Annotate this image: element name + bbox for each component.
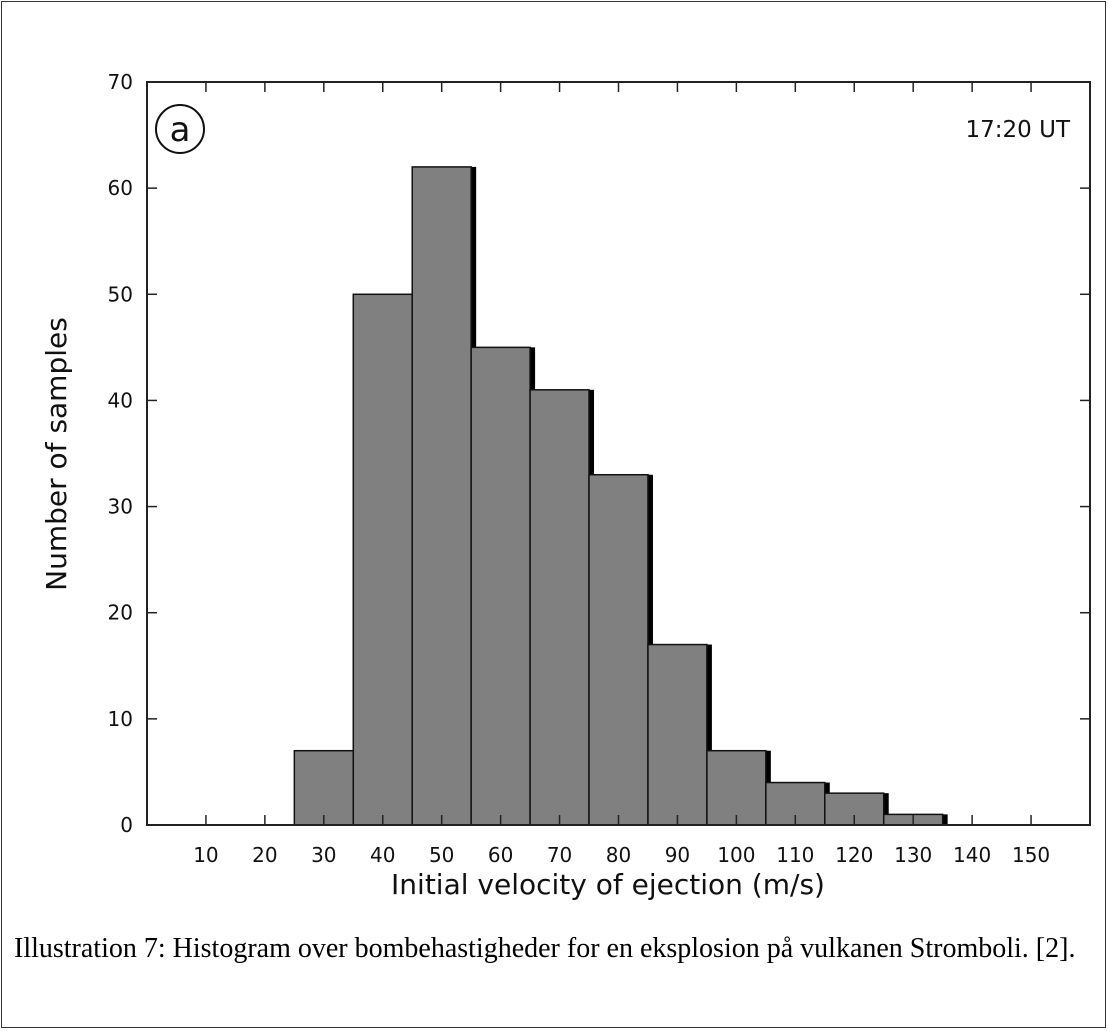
x-tick-label: 50 bbox=[429, 843, 454, 867]
time-annotation: 17:20 UT bbox=[966, 117, 1071, 143]
y-tick-label: 50 bbox=[108, 282, 133, 306]
x-tick-label: 40 bbox=[370, 843, 395, 867]
x-tick-label: 140 bbox=[953, 843, 991, 867]
x-tick-label: 20 bbox=[252, 843, 277, 867]
histogram-bar bbox=[293, 749, 355, 826]
y-tick-label: 70 bbox=[108, 70, 133, 94]
x-tick-label: 100 bbox=[717, 843, 755, 867]
y-tick-label: 20 bbox=[108, 601, 133, 625]
figure-caption: Illustration 7: Histogram over bombehast… bbox=[14, 933, 1076, 964]
panel-label-badge: a bbox=[155, 104, 205, 154]
x-tick-label: 130 bbox=[894, 843, 932, 867]
histogram-chart: 10 20 30 40 50 60 70 80 90 100 110 120 130 140 150 0 10 2… bbox=[40, 70, 1091, 901]
y-tick-label: 40 bbox=[108, 388, 133, 412]
histogram-bar bbox=[470, 346, 531, 826]
histogram-bar bbox=[706, 749, 767, 826]
histogram-bar bbox=[529, 389, 590, 826]
y-tick-label: 30 bbox=[108, 495, 133, 519]
x-tick-label: 60 bbox=[488, 843, 513, 867]
y-tick-label: 60 bbox=[108, 176, 133, 200]
histogram-bar bbox=[352, 293, 413, 826]
panel-label-circle bbox=[155, 104, 205, 154]
y-tick-label: 10 bbox=[108, 707, 133, 731]
x-axis-label: Initial velocity of ejection (m/s) bbox=[391, 868, 825, 901]
x-tick-label: 80 bbox=[606, 843, 631, 867]
histogram-bar bbox=[647, 643, 708, 826]
bars-layer bbox=[293, 166, 948, 826]
x-tick-label: 120 bbox=[835, 843, 873, 867]
x-tick-label: 70 bbox=[547, 843, 572, 867]
histogram-bar bbox=[411, 166, 472, 826]
x-tick-label: 30 bbox=[311, 843, 336, 867]
x-tick-label: 150 bbox=[1012, 843, 1050, 867]
y-tick-label: 0 bbox=[120, 813, 133, 837]
histogram-bar bbox=[588, 473, 649, 826]
x-tick-label: 110 bbox=[776, 843, 814, 867]
x-tick-label: 90 bbox=[665, 843, 690, 867]
x-tick-label: 10 bbox=[193, 843, 218, 867]
ticks-layer: 10 20 30 40 50 60 70 80 90 100 110 120 130 140 150 0 10 2… bbox=[108, 70, 1091, 867]
panel-label: a bbox=[170, 110, 191, 150]
y-axis-label: Number of samples bbox=[40, 317, 73, 591]
